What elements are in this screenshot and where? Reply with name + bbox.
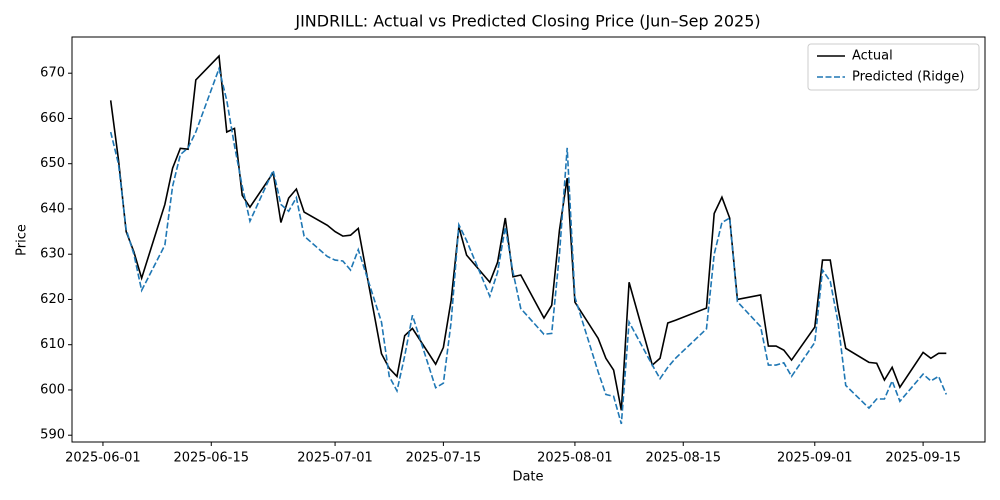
y-tick-label: 590	[40, 428, 65, 443]
series-line	[109, 65, 948, 425]
y-tick-label: 660	[40, 111, 65, 126]
chart-title: JINDRILL: Actual vs Predicted Closing Pr…	[294, 12, 760, 31]
x-tick-label: 2025-07-15	[406, 451, 482, 466]
x-tick-label: 2025-06-15	[173, 451, 249, 466]
x-tick-label: 2025-08-01	[537, 451, 613, 466]
y-tick-label: 610	[40, 337, 65, 352]
y-tick-label: 620	[40, 292, 65, 307]
y-tick-label: 650	[40, 156, 65, 171]
x-tick-label: 2025-09-01	[777, 451, 853, 466]
y-axis-label: Price	[15, 224, 30, 256]
legend-box	[807, 43, 980, 91]
y-tick-label: 600	[40, 382, 65, 397]
legend-label: Predicted (Ridge)	[852, 70, 964, 85]
y-tick-label: 640	[40, 201, 65, 216]
series-line	[109, 54, 947, 411]
y-tick-label: 630	[40, 247, 65, 262]
plot-frame	[71, 36, 986, 443]
x-tick-label: 2025-09-15	[885, 451, 961, 466]
x-tick-label: 2025-06-01	[65, 451, 141, 466]
y-tick-label: 670	[40, 66, 65, 81]
legend-label: Actual	[852, 49, 893, 64]
x-axis-label: Date	[512, 470, 543, 485]
x-tick-label: 2025-07-01	[297, 451, 373, 466]
x-tick-label: 2025-08-15	[645, 451, 721, 466]
